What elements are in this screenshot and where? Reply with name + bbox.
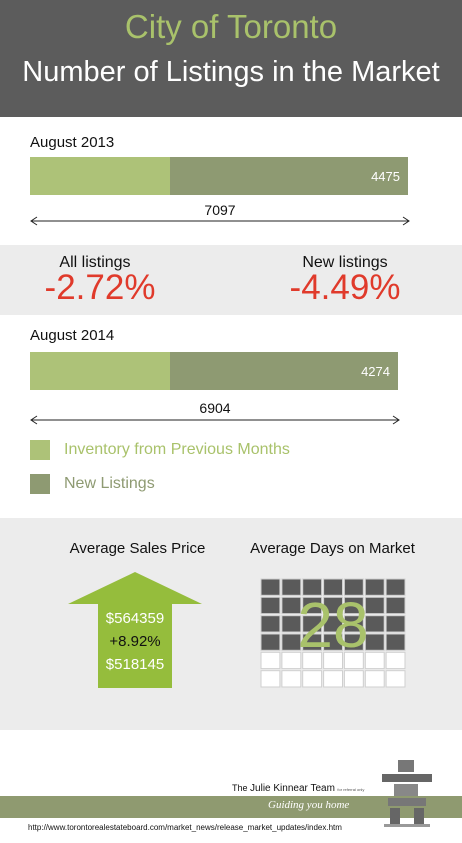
calendar-cell xyxy=(281,596,302,615)
price-current: $564359 xyxy=(105,610,165,627)
calendar-cell xyxy=(281,578,302,596)
change-band xyxy=(0,245,462,315)
calendar-cell xyxy=(323,651,343,670)
calendar-cell xyxy=(281,670,302,688)
team-name: The Julie Kinnear Team for referral only xyxy=(232,783,365,794)
calendar-cell xyxy=(260,633,281,651)
calendar-cell xyxy=(343,651,364,670)
calendar-cell xyxy=(260,651,281,670)
new-listings-change: -4.49% xyxy=(289,268,401,307)
source-url[interactable]: http://www.torontorealestateboard.com/ma… xyxy=(28,823,342,832)
total-value-2014: 6904 xyxy=(199,400,231,416)
calendar-cell xyxy=(385,615,406,633)
calendar-icon xyxy=(260,578,406,688)
calendar-cell xyxy=(260,670,281,688)
total-value-2013: 7097 xyxy=(204,202,236,218)
period-label-2013: August 2013 xyxy=(30,134,115,151)
calendar-cell xyxy=(302,670,323,688)
stats-band xyxy=(0,518,462,730)
calendar-cell xyxy=(281,633,302,651)
calendar-cell xyxy=(260,596,281,615)
calendar-cell xyxy=(343,633,364,651)
calendar-cell xyxy=(343,615,364,633)
calendar-cell xyxy=(323,633,343,651)
calendar-cell xyxy=(364,670,385,688)
period-label-2014: August 2014 xyxy=(30,327,115,344)
bar-segment-new-2013: 4475 xyxy=(170,157,408,195)
calendar-cell xyxy=(302,615,323,633)
calendar-cell xyxy=(364,633,385,651)
price-change: +8.92% xyxy=(109,633,161,650)
all-listings-label: All listings xyxy=(59,254,131,271)
bar-segment-previous-2013 xyxy=(30,157,170,195)
all-listings-change: -2.72% xyxy=(44,268,156,307)
city-title: City of Toronto xyxy=(124,8,338,45)
calendar-cell xyxy=(364,596,385,615)
avg-sales-price-title: Average Sales Price xyxy=(69,540,206,557)
legend-label-new: New Listings xyxy=(64,475,155,492)
new-listings-value-2014: 4274 xyxy=(361,364,390,379)
legend-swatch-previous xyxy=(30,440,50,460)
calendar-cell xyxy=(260,578,281,596)
header-banner: City of Toronto Number of Listings in th… xyxy=(0,0,462,117)
calendar-cell xyxy=(364,651,385,670)
calendar-cell xyxy=(323,578,343,596)
up-arrow-icon xyxy=(68,572,202,688)
calendar-cell xyxy=(343,596,364,615)
bar-segment-previous-2014 xyxy=(30,352,170,390)
calendar-cell xyxy=(385,651,406,670)
calendar-cell xyxy=(281,615,302,633)
calendar-cell xyxy=(302,633,323,651)
tagline: Guiding you home xyxy=(268,799,350,811)
page-title: Number of Listings in the Market xyxy=(22,56,440,88)
avg-days-value: 28 xyxy=(297,589,369,661)
calendar-cell xyxy=(343,578,364,596)
calendar-cell xyxy=(364,578,385,596)
new-listings-label: New listings xyxy=(302,254,388,271)
footer-band xyxy=(0,796,462,818)
calendar-cell xyxy=(302,651,323,670)
calendar-cell xyxy=(281,651,302,670)
bar-2013: 4475 xyxy=(30,157,408,195)
bar-2014: 4274 xyxy=(30,352,398,390)
calendar-cell xyxy=(385,633,406,651)
calendar-cell xyxy=(260,615,281,633)
calendar-cell xyxy=(343,670,364,688)
legend-swatch-new xyxy=(30,474,50,494)
new-listings-value-2013: 4475 xyxy=(371,169,400,184)
total-span-arrow-2014 xyxy=(30,415,400,425)
avg-days-title: Average Days on Market xyxy=(250,540,415,557)
calendar-cell xyxy=(385,670,406,688)
price-previous: $518145 xyxy=(105,656,165,673)
calendar-cell xyxy=(302,596,323,615)
bar-segment-new-2014: 4274 xyxy=(170,352,398,390)
calendar-cell xyxy=(323,615,343,633)
total-span-arrow-2013 xyxy=(30,216,410,226)
calendar-cell xyxy=(385,578,406,596)
inukshuk-logo xyxy=(382,760,432,827)
calendar-cell xyxy=(323,596,343,615)
calendar-cell xyxy=(385,596,406,615)
calendar-cell xyxy=(364,615,385,633)
legend-label-previous: Inventory from Previous Months xyxy=(64,441,290,458)
calendar-cell xyxy=(302,578,323,596)
calendar-cell xyxy=(323,670,343,688)
